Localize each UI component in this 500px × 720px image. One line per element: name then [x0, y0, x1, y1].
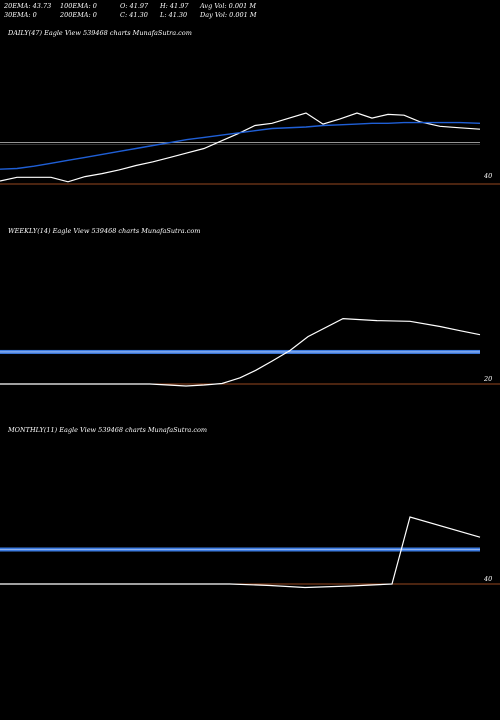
weekly-price-line — [0, 317, 481, 387]
monthly-axis-label: 40 — [483, 575, 492, 583]
header-100ema: 100EMA: 0 — [60, 2, 97, 10]
header-avg-vol: Avg Vol: 0.001 M — [200, 2, 257, 10]
weekly-axis-label: 20 — [483, 375, 492, 383]
header-200ema: 200EMA: 0 — [60, 11, 97, 19]
header-30ema: 30EMA: 0 — [4, 11, 37, 19]
header-day-vol: Day Vol: 0.001 M — [200, 11, 257, 19]
daily-ema-line — [0, 121, 481, 170]
daily-panel-title: DAILY(47) Eagle View 539468 charts Munaf… — [8, 29, 192, 37]
header-open: O: 41.97 — [120, 2, 149, 10]
header-20ema: 20EMA: 43.73 — [4, 2, 52, 10]
header-close: C: 41.30 — [120, 11, 148, 19]
header-low: L: 41.30 — [160, 11, 188, 19]
monthly-panel-title: MONTHLY(11) Eagle View 539468 charts Mun… — [8, 426, 208, 434]
header-high: H: 41.97 — [160, 2, 189, 10]
weekly-panel-title: WEEKLY(14) Eagle View 539468 charts Muna… — [8, 227, 201, 235]
daily-price-line — [0, 112, 481, 183]
monthly-price-line — [0, 516, 481, 589]
daily-axis-label: 40 — [483, 172, 492, 180]
